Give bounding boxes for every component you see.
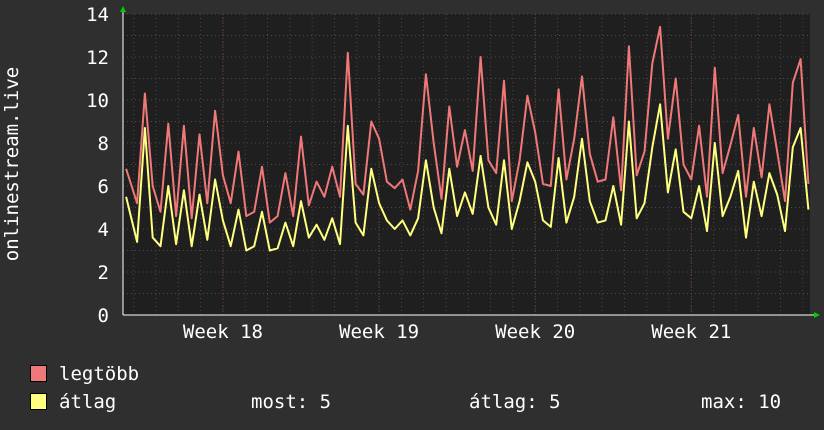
legend-item-atlag: átlag	[30, 390, 116, 414]
y-tick-label: 14	[86, 4, 109, 26]
axes	[120, 6, 820, 318]
x-tick-label: Week 19	[339, 321, 419, 343]
grid	[123, 13, 810, 315]
y-tick-label: 12	[86, 47, 109, 69]
y-tick-label: 8	[98, 133, 109, 155]
x-axis-ticks: Week 18 Week 19 Week 20 Week 21	[183, 321, 731, 343]
x-axis-arrow	[814, 312, 820, 318]
y-tick-label: 2	[98, 262, 109, 284]
y-tick-label: 6	[98, 176, 109, 198]
series-line-atlag	[125, 103, 810, 252]
legend-item-legtobb: legtöbb	[30, 362, 139, 386]
y-tick-label: 0	[98, 305, 109, 327]
series-line-legtobb	[125, 25, 810, 224]
y-axis-label: onlinestream.live	[1, 66, 23, 262]
series-lines	[125, 25, 810, 252]
stat-current: most: 5	[251, 391, 332, 413]
y-tick-label: 10	[86, 90, 109, 112]
y-axis-arrow	[120, 6, 126, 12]
plot-background	[123, 14, 810, 315]
legend-label-legtobb: legtöbb	[59, 363, 140, 385]
y-tick-label: 4	[98, 219, 109, 241]
y-axis-ticks: 0 2 4 6 8 10 12 14	[86, 4, 109, 327]
x-tick-label: Week 20	[495, 321, 575, 343]
legend-swatch-legtobb	[30, 365, 47, 382]
x-tick-label: Week 18	[183, 321, 263, 343]
stat-average: átlag: 5	[469, 391, 561, 413]
legend-swatch-atlag	[30, 393, 47, 410]
x-tick-label: Week 21	[651, 321, 731, 343]
legend-label-atlag: átlag	[59, 391, 117, 413]
stat-maximum: max: 10	[701, 391, 782, 413]
